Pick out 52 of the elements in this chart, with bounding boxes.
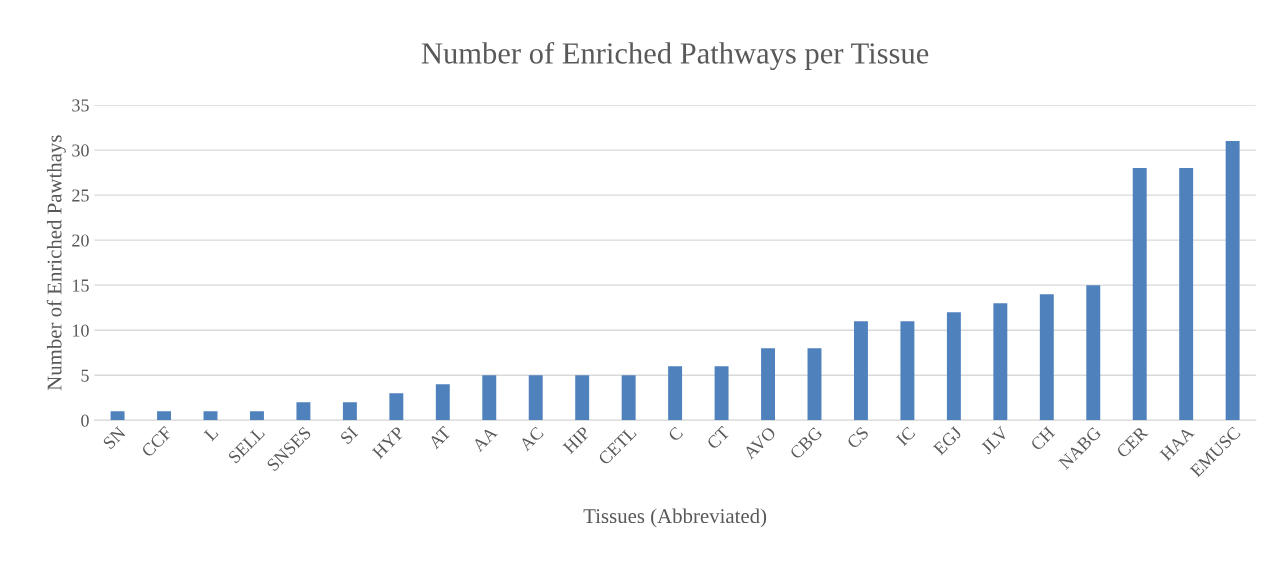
y-tick-label: 0 <box>81 414 89 427</box>
x-tick-label: C <box>667 426 684 443</box>
bar <box>761 348 775 421</box>
bar <box>389 393 404 421</box>
chart-title: Number of Enriched Pathways per Tissue <box>421 41 929 70</box>
bar <box>482 375 497 421</box>
y-tick-label: 15 <box>73 279 89 292</box>
y-tick-label: 35 <box>72 99 89 112</box>
bar <box>621 375 636 421</box>
x-tick-label: SI <box>339 425 359 445</box>
x-tick-label: CCF <box>140 425 173 458</box>
bar <box>853 321 868 421</box>
bar <box>1179 168 1194 421</box>
bar <box>668 366 683 421</box>
x-tick-label: SN <box>102 425 127 450</box>
bar <box>1225 141 1240 421</box>
bar <box>714 366 729 421</box>
x-tick-label: CS <box>846 426 870 450</box>
x-tick-label: L <box>203 426 219 442</box>
bar <box>435 384 450 421</box>
bar <box>1086 285 1101 421</box>
bar <box>575 375 590 421</box>
x-tick-label: AT <box>427 425 452 450</box>
y-tick-label: 10 <box>73 324 89 337</box>
bar <box>993 303 1008 421</box>
x-tick-label: JLV <box>980 425 1010 455</box>
x-tick-label: CT <box>706 425 731 450</box>
y-tick-label: 25 <box>72 189 89 202</box>
bar <box>946 312 961 421</box>
bar <box>1039 294 1054 421</box>
x-tick-label: CH <box>1029 425 1056 452</box>
x-tick-label: AC <box>518 426 545 452</box>
bar <box>296 402 311 421</box>
y-tick-label: 20 <box>72 234 89 247</box>
y-tick-label: 5 <box>81 369 89 382</box>
bar <box>110 411 125 421</box>
y-axis-title: Number of Enriched Pawthays <box>46 135 66 391</box>
bar <box>900 321 915 421</box>
x-tick-label: AA <box>471 425 499 453</box>
bar <box>528 375 543 421</box>
bar <box>249 411 264 421</box>
bar <box>203 411 218 421</box>
x-tick-label: EGJ <box>932 425 963 456</box>
bar <box>807 348 822 421</box>
bar <box>157 411 172 421</box>
bar <box>342 402 357 421</box>
x-tick-label: CER <box>1115 425 1149 459</box>
x-tick-label: IC <box>895 426 916 447</box>
x-tick-label: HIP <box>562 426 591 455</box>
x-axis-title: Tissues (Abbreviated) <box>583 508 767 528</box>
bar <box>1132 168 1147 421</box>
y-tick-label: 30 <box>72 144 89 157</box>
